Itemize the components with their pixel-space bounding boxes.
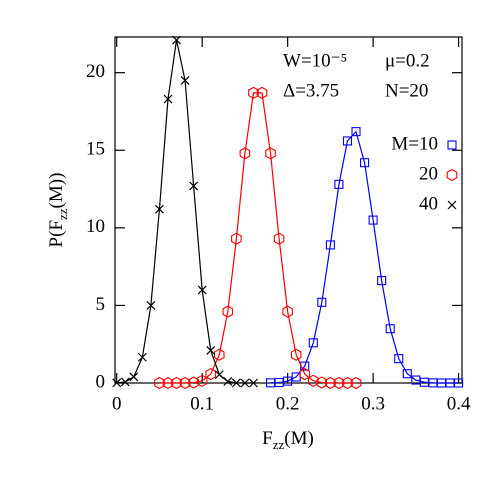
annotation: N=20	[385, 80, 428, 101]
legend-label: 20	[419, 163, 438, 184]
series-line	[159, 92, 357, 384]
plot-frame	[114, 36, 463, 384]
marker	[163, 94, 173, 104]
x-tick-label: 0	[112, 393, 122, 414]
x-axis-label: Fzz(M)	[262, 428, 314, 452]
marker	[120, 377, 130, 387]
marker	[129, 372, 139, 382]
marker	[214, 370, 224, 380]
legend-marker	[447, 200, 457, 210]
marker	[213, 348, 225, 361]
marker	[180, 76, 190, 85]
marker	[222, 305, 234, 318]
marker	[282, 305, 293, 318]
annotation: W=10⁻⁵	[283, 50, 347, 71]
marker	[239, 147, 251, 160]
marker	[146, 300, 156, 310]
marker	[385, 324, 395, 334]
annotation: μ=0.2	[385, 50, 430, 71]
legend-label: 40	[419, 193, 438, 214]
marker	[155, 204, 164, 214]
marker	[223, 377, 233, 386]
marker	[112, 378, 122, 388]
y-axis-label: P(Fzz(M))	[46, 173, 70, 248]
marker	[188, 376, 199, 389]
marker	[394, 354, 404, 364]
marker	[334, 179, 344, 189]
annotation: Δ=3.75	[283, 80, 339, 101]
y-tick-label: 15	[86, 139, 105, 160]
marker	[265, 147, 276, 160]
marker	[273, 232, 285, 245]
series-line	[116, 39, 254, 384]
y-tick-label: 5	[96, 294, 106, 315]
marker	[197, 285, 207, 295]
legend-marker	[447, 140, 457, 150]
marker	[240, 378, 250, 388]
x-tick-label: 0.4	[447, 393, 471, 414]
marker	[368, 215, 378, 225]
marker	[377, 276, 387, 286]
marker	[231, 378, 241, 388]
marker	[137, 352, 147, 362]
marker	[189, 181, 199, 191]
marker	[402, 369, 412, 379]
marker	[249, 378, 258, 388]
x-tick-label: 0.3	[361, 393, 385, 414]
y-tick-label: 10	[86, 216, 105, 237]
x-tick-label: 0.1	[190, 393, 214, 414]
marker	[454, 378, 464, 388]
marker	[206, 345, 216, 355]
marker	[317, 297, 327, 307]
y-tick-label: 20	[86, 61, 105, 82]
x-tick-label: 0.2	[276, 393, 300, 414]
marker	[256, 86, 268, 99]
marker	[172, 35, 181, 45]
marker	[231, 232, 242, 245]
marker	[308, 338, 318, 348]
marker	[290, 348, 302, 361]
marker	[299, 368, 311, 381]
marker	[307, 374, 319, 387]
marker	[325, 240, 335, 250]
y-tick-label: 0	[96, 371, 106, 392]
marker	[342, 136, 353, 146]
marker	[350, 376, 362, 390]
marker	[179, 376, 191, 390]
legend-label: M=10	[391, 133, 438, 154]
marker	[360, 158, 370, 168]
legend-marker	[446, 168, 458, 182]
marker	[351, 127, 361, 137]
